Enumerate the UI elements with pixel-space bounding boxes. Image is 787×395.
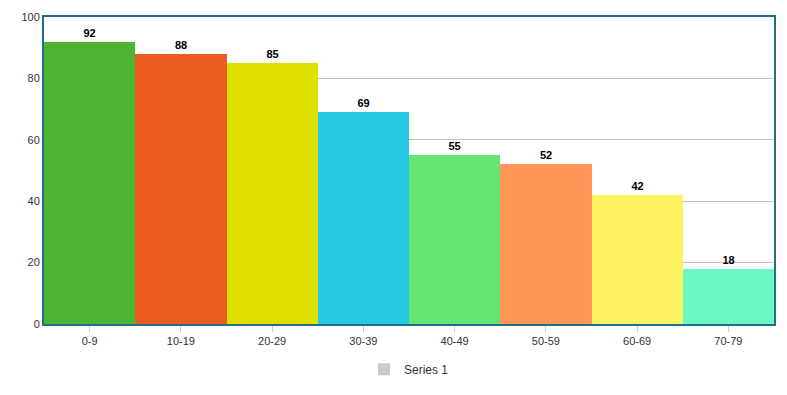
svg-text:70-79: 70-79 [714, 335, 742, 347]
svg-text:60: 60 [28, 134, 40, 146]
svg-text:20: 20 [28, 256, 40, 268]
svg-text:Series 1: Series 1 [404, 363, 448, 377]
svg-text:40: 40 [28, 195, 40, 207]
svg-text:42: 42 [631, 180, 643, 192]
svg-text:30-39: 30-39 [349, 335, 377, 347]
svg-text:20-29: 20-29 [258, 335, 286, 347]
svg-text:18: 18 [722, 254, 734, 266]
svg-text:88: 88 [175, 39, 187, 51]
svg-text:40-49: 40-49 [441, 335, 469, 347]
svg-text:80: 80 [28, 72, 40, 84]
svg-text:0: 0 [34, 318, 40, 330]
svg-text:92: 92 [83, 27, 95, 39]
svg-text:50-59: 50-59 [532, 335, 560, 347]
svg-text:69: 69 [357, 97, 369, 109]
svg-text:52: 52 [540, 149, 552, 161]
svg-text:10-19: 10-19 [167, 335, 195, 347]
svg-text:60-69: 60-69 [623, 335, 651, 347]
svg-text:85: 85 [266, 48, 278, 60]
svg-text:55: 55 [448, 140, 460, 152]
svg-text:0-9: 0-9 [82, 335, 98, 347]
svg-text:100: 100 [21, 11, 39, 23]
